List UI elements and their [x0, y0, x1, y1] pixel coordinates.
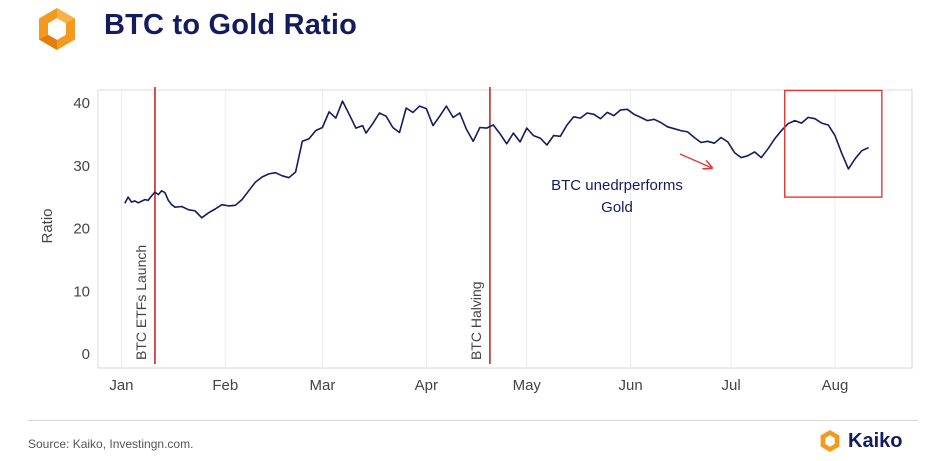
x-tick-label: Mar [310, 377, 336, 394]
event-label: BTC Halving [468, 281, 484, 360]
recent-drop-highlight-box [784, 89, 883, 198]
x-tick-label: Jul [722, 377, 741, 394]
y-axis-label: Ratio [39, 208, 56, 243]
kaiko-logo-icon [39, 8, 75, 50]
x-tick-label: May [513, 377, 542, 394]
btc-gold-ratio-line [124, 100, 869, 219]
annotation-line-1: BTC unedrperforms [551, 177, 683, 194]
kaiko-brand: Kaiko [818, 426, 902, 456]
x-tick-label: Apr [415, 377, 438, 394]
footer-divider [28, 420, 918, 421]
x-tick-label: Feb [212, 377, 238, 394]
y-tick-label: 10 [73, 283, 90, 300]
kaiko-hexagon-icon [820, 430, 840, 452]
source-note: Source: Kaiko, Investingn.com. [28, 437, 194, 451]
annotation-arrow-icon [679, 153, 712, 168]
y-tick-label: 30 [73, 158, 90, 175]
x-tick-label: Jun [619, 377, 643, 394]
plot-area [97, 89, 913, 369]
ratio-line-chart: 0 10 20 30 40 Jan Feb Mar Apr May Jun Jul Aug BTC E… [39, 87, 913, 394]
x-tick-label: Aug [822, 377, 849, 394]
event-label: BTC ETFs Launch [133, 245, 149, 360]
annotation-line-2: Gold [601, 199, 633, 216]
x-tick-label: Jan [109, 377, 133, 394]
y-tick-label: 40 [73, 95, 90, 112]
chart-title: BTC to Gold Ratio [104, 9, 358, 41]
y-tick-label: 20 [73, 221, 90, 238]
brand-name: Kaiko [848, 429, 903, 452]
y-tick-label: 0 [82, 346, 90, 363]
